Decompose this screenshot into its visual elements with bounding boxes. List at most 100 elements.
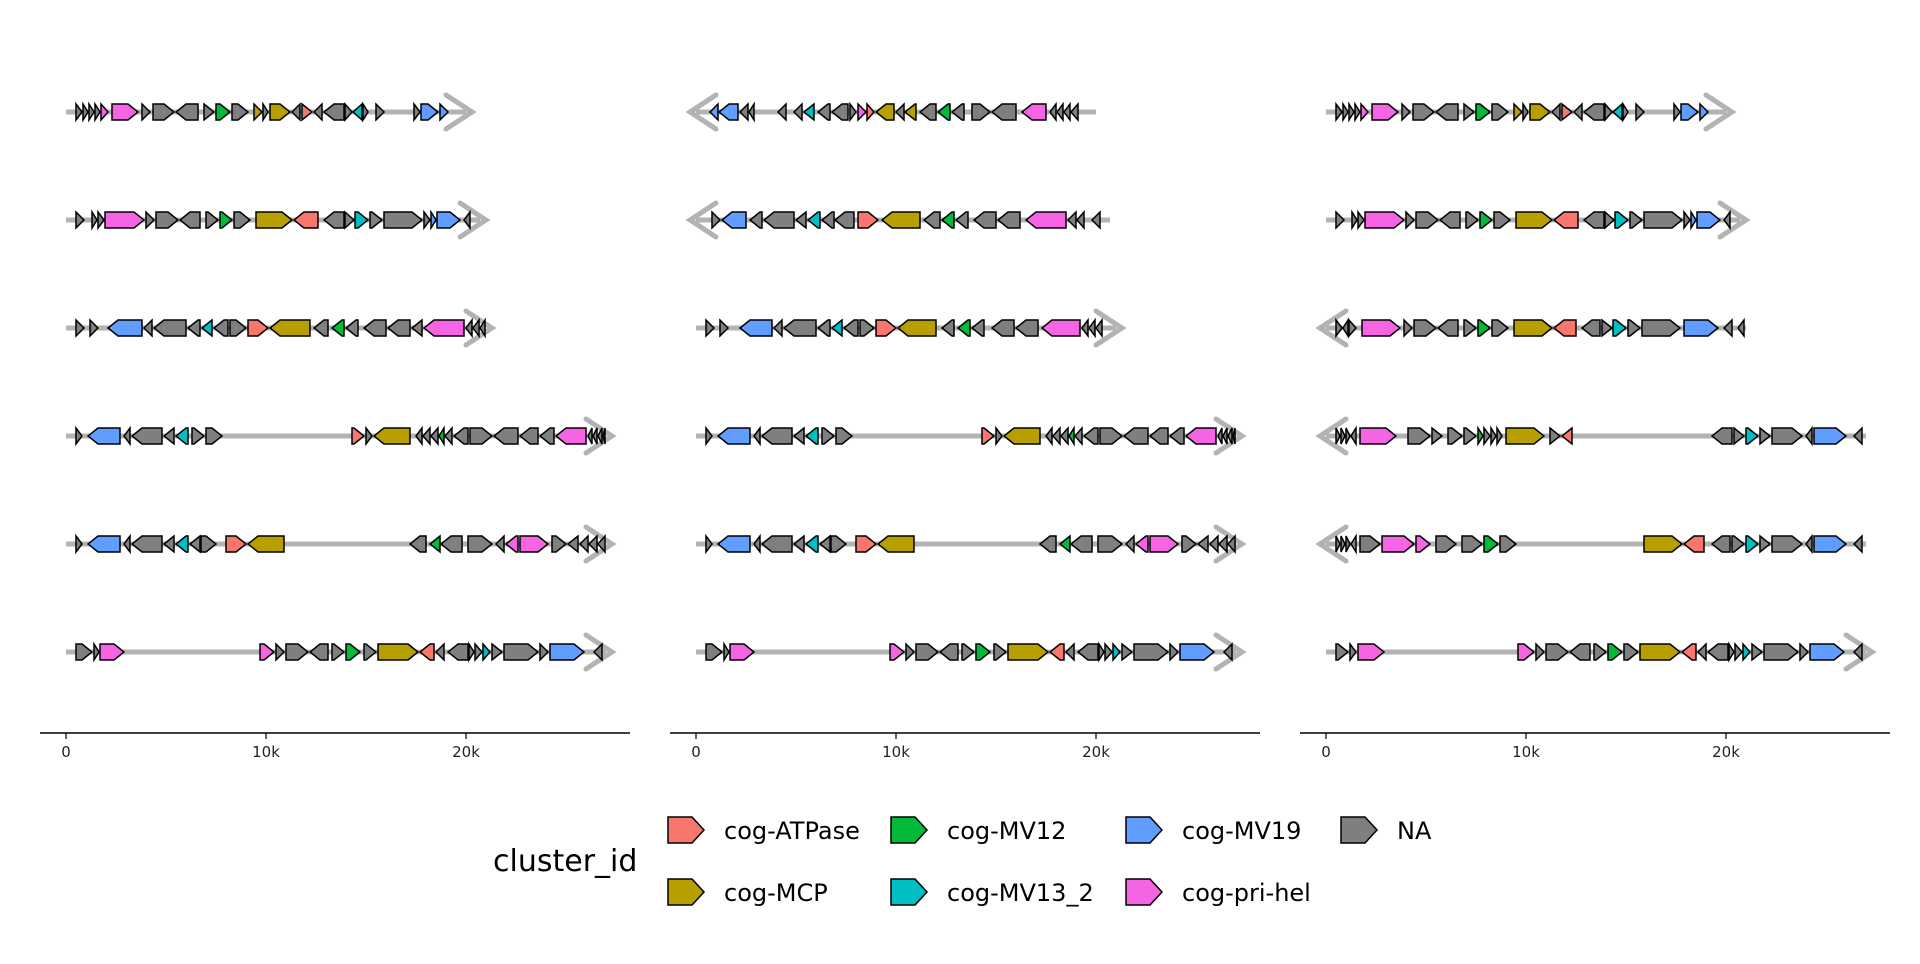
x-tick-label: 0 — [61, 743, 71, 761]
gene-arrow — [859, 319, 876, 337]
gene-arrow — [111, 103, 140, 121]
gene-arrow — [229, 319, 248, 337]
gene-arrow — [1045, 425, 1053, 447]
legend-label: cog-pri-hel — [1182, 879, 1311, 907]
gene-arrow — [420, 103, 440, 121]
gene-arrow — [1069, 535, 1093, 553]
direction-chevron — [1315, 416, 1349, 456]
gene-arrow — [130, 427, 163, 445]
gene-arrow — [142, 318, 153, 338]
gene-arrow — [365, 425, 373, 447]
gene-arrow — [729, 643, 756, 661]
gene-arrow — [285, 643, 310, 661]
gene-arrow — [1731, 535, 1746, 553]
gene-arrow — [1463, 319, 1478, 337]
gene-arrow — [830, 318, 843, 338]
gene-arrow — [123, 425, 131, 447]
gene-arrow — [1412, 103, 1436, 121]
track-2 — [685, 200, 1110, 240]
gene-arrow — [1340, 427, 1346, 445]
gene-arrow — [889, 643, 906, 661]
gene-arrow — [719, 318, 730, 338]
gene-arrow — [430, 209, 437, 231]
gene-arrow — [971, 103, 992, 121]
gene-arrow — [760, 535, 793, 553]
gene-arrow — [422, 319, 465, 337]
gene-arrow — [1124, 534, 1135, 554]
track-5 — [66, 524, 617, 564]
gene-arrow — [491, 642, 504, 662]
gene-arrow — [1436, 319, 1459, 337]
gene-arrow — [1549, 426, 1562, 446]
gene-arrow — [1097, 535, 1124, 553]
gene-arrow — [940, 211, 955, 229]
gene-arrow — [896, 319, 937, 337]
gene-arrow — [717, 103, 739, 121]
gene-arrow — [1723, 209, 1731, 231]
gene-arrow — [1805, 533, 1813, 555]
gene-arrow — [1068, 425, 1075, 447]
legend-key — [890, 878, 929, 906]
gene-arrow — [972, 211, 997, 229]
gene-arrow — [849, 101, 857, 123]
gene-arrow — [253, 102, 264, 122]
track-3 — [66, 308, 497, 348]
gene-arrow — [874, 103, 895, 121]
gene-arrow — [1706, 643, 1729, 661]
gene-arrow — [1522, 101, 1529, 123]
gene-arrow — [1477, 319, 1492, 337]
gene-arrow — [1734, 642, 1743, 662]
gene-arrow — [1728, 641, 1735, 663]
gene-arrow — [75, 318, 86, 338]
gene-arrow — [1335, 643, 1350, 661]
gene-arrow — [1483, 425, 1491, 447]
gene-arrow — [1088, 317, 1096, 339]
gene-arrow — [1196, 534, 1209, 554]
gene-arrow — [1582, 211, 1605, 229]
gene-arrow — [1217, 427, 1223, 445]
gene-arrow — [996, 211, 1021, 229]
gene-arrow — [1007, 643, 1050, 661]
legend-item: NA — [1340, 816, 1432, 845]
gene-arrow — [1020, 103, 1047, 121]
gene-arrow — [1431, 426, 1444, 446]
gene-arrow — [377, 643, 420, 661]
direction-chevron — [1315, 308, 1349, 348]
gene-arrow — [344, 319, 359, 337]
gene-arrow — [938, 643, 959, 661]
track-1 — [685, 92, 1096, 132]
gene-arrow — [212, 319, 229, 337]
gene-arrow — [1461, 535, 1484, 553]
gene-arrow — [1572, 102, 1583, 122]
track-2 — [66, 200, 491, 240]
gene-arrow — [472, 317, 480, 339]
gene-arrow — [82, 101, 89, 123]
legend-key — [1125, 816, 1164, 844]
gene-arrow — [1351, 209, 1358, 231]
gene-arrow — [782, 319, 817, 337]
gene-arrow — [413, 101, 421, 123]
gene-arrow — [1434, 103, 1459, 121]
gene-arrow — [463, 209, 471, 231]
gene-arrow — [915, 643, 940, 661]
gene-arrow — [1604, 210, 1616, 230]
gene-arrow — [436, 211, 462, 229]
gene-arrow — [383, 211, 424, 229]
gene-arrow — [152, 319, 187, 337]
panels: 0 10k 20k 0 10k 20k 0 10k 20k — [40, 92, 1890, 761]
gene-arrow — [794, 210, 807, 230]
gene-arrow — [772, 318, 783, 338]
direction-chevron — [583, 416, 617, 456]
gene-arrow — [1529, 103, 1552, 121]
gene-arrow — [439, 535, 463, 553]
gene-arrow — [720, 211, 747, 229]
gene-arrow — [833, 211, 855, 229]
gene-arrow — [857, 102, 868, 122]
gene-arrow — [86, 427, 121, 445]
legend-key — [667, 816, 706, 844]
gene-arrow — [1048, 643, 1065, 661]
gene-arrow — [322, 103, 345, 121]
gene-arrow — [362, 319, 387, 337]
